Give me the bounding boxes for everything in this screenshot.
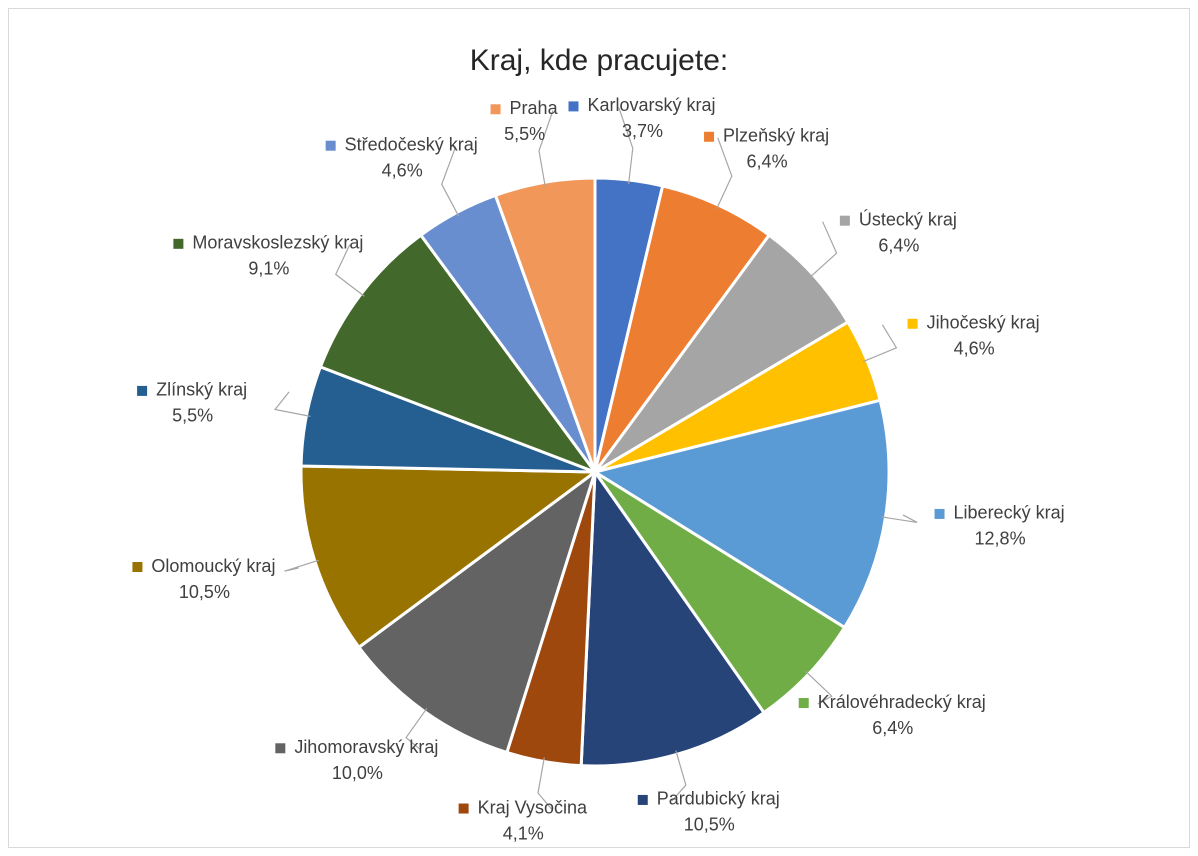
data-label-value: 4,6%	[954, 339, 995, 359]
data-label-value: 10,0%	[332, 763, 383, 783]
data-label-name: Praha	[510, 98, 559, 118]
legend-swatch	[637, 794, 648, 805]
data-label-name: Pardubický kraj	[657, 789, 780, 809]
leader-line	[809, 221, 838, 278]
data-label-value: 10,5%	[179, 582, 230, 602]
legend-swatch	[907, 318, 918, 329]
data-label-value: 10,5%	[684, 815, 735, 835]
data-label-name: Liberecký kraj	[954, 503, 1065, 523]
data-label-name: Jihočeský kraj	[927, 313, 1040, 333]
leader-line	[284, 559, 319, 572]
leader-line	[881, 514, 918, 524]
legend-swatch	[325, 140, 336, 151]
data-label-value: 5,5%	[504, 124, 545, 144]
data-label-name: Ústecký kraj	[859, 208, 957, 229]
data-label-value: 3,7%	[622, 121, 663, 141]
data-label-value: 4,6%	[382, 160, 423, 180]
data-label-value: 9,1%	[248, 259, 289, 279]
legend-swatch	[934, 508, 945, 519]
legend-swatch	[490, 104, 501, 115]
legend-swatch	[704, 131, 715, 142]
legend-swatch	[137, 385, 148, 396]
legend-swatch	[173, 238, 184, 249]
data-label-name: Moravskoslezský kraj	[192, 233, 363, 253]
leader-line	[618, 107, 634, 185]
data-label-name: Jihomoravský kraj	[294, 737, 438, 757]
legend-swatch	[275, 743, 286, 754]
data-label-value: 4,1%	[503, 823, 544, 843]
leader-line	[671, 750, 687, 802]
data-label-name: Zlínský kraj	[156, 380, 247, 400]
legend-swatch	[798, 698, 809, 709]
leader-line	[537, 757, 553, 810]
data-label-name: Olomoucký kraj	[151, 556, 275, 576]
data-label-value: 6,4%	[747, 152, 788, 172]
data-label-name: Kraj Vysočina	[478, 797, 588, 817]
chart-title: Kraj, kde pracujete:	[470, 44, 728, 77]
leader-line	[538, 110, 554, 187]
leader-line	[862, 324, 898, 363]
leader-line	[805, 670, 833, 705]
data-label-name: Královéhradecký kraj	[818, 692, 986, 712]
data-label-value: 6,4%	[878, 235, 919, 255]
data-label-name: Plzeňský kraj	[723, 126, 829, 146]
legend-swatch	[839, 215, 850, 226]
data-label-value: 12,8%	[975, 529, 1026, 549]
leader-line	[405, 707, 428, 750]
data-label-name: Středočeský kraj	[345, 134, 478, 154]
leader-line	[716, 137, 733, 210]
data-label-name: Karlovarský kraj	[587, 95, 715, 115]
leader-line	[334, 244, 365, 297]
legend-swatch	[568, 101, 579, 112]
leader-line	[273, 391, 311, 417]
leader-line	[441, 146, 460, 217]
legend-swatch	[132, 562, 143, 573]
data-label-value: 5,5%	[172, 406, 213, 426]
data-label-value: 6,4%	[872, 718, 913, 738]
legend-swatch	[458, 803, 469, 814]
